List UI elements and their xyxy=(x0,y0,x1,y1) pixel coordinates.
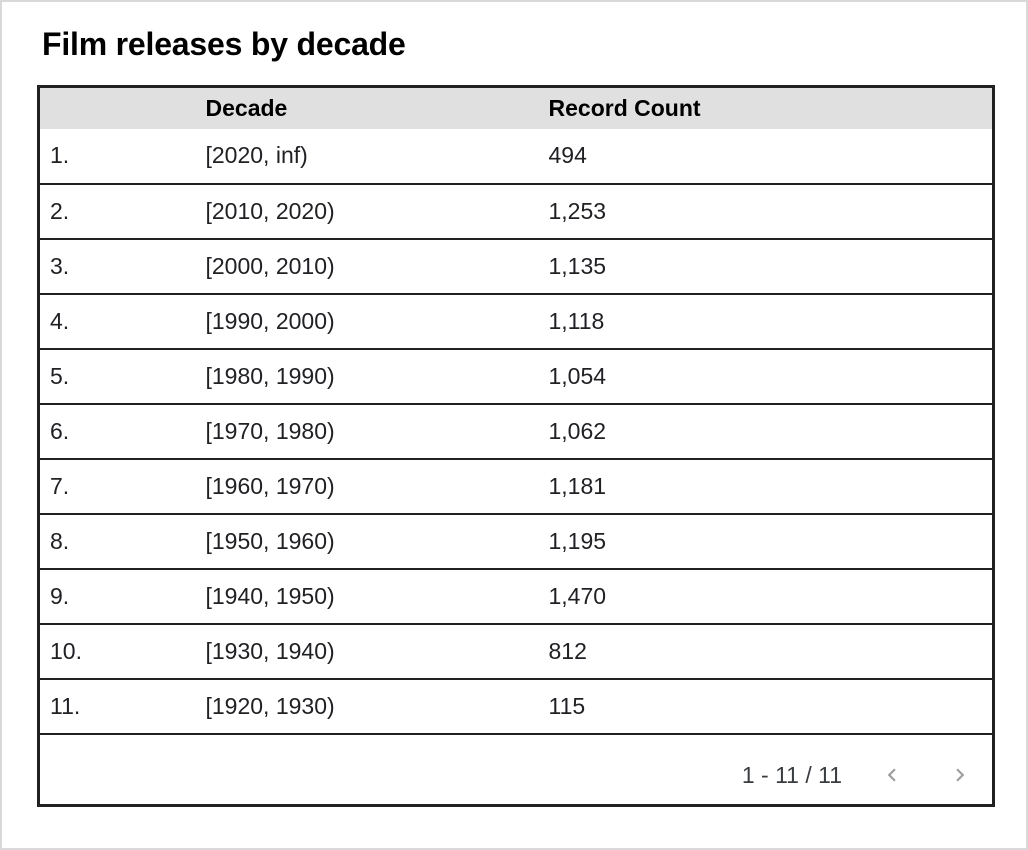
column-header-decade[interactable]: Decade xyxy=(205,86,549,129)
record-count-cell: 1,135 xyxy=(548,238,994,294)
table-row[interactable]: 3. [2000, 2010) 1,135 xyxy=(38,238,994,294)
table-row[interactable]: 11. [1920, 1930) 115 xyxy=(38,678,994,734)
chevron-right-icon xyxy=(947,762,973,788)
table-row[interactable]: 10. [1930, 1940) 812 xyxy=(38,623,994,679)
decade-cell: [1980, 1990) xyxy=(205,348,549,404)
decade-cell: [2020, inf) xyxy=(205,128,549,184)
record-count-cell: 1,470 xyxy=(548,568,994,624)
column-header-record-count[interactable]: Record Count xyxy=(548,86,994,129)
column-header-index xyxy=(38,86,206,129)
row-index: 4. xyxy=(38,293,206,349)
decade-cell: [2010, 2020) xyxy=(205,183,549,239)
table-row[interactable]: 7. [1960, 1970) 1,181 xyxy=(38,458,994,514)
chevron-left-icon xyxy=(879,762,905,788)
row-index: 9. xyxy=(38,568,206,624)
pagination-range-label: 1 - 11 / 11 xyxy=(741,761,842,788)
table-chart: Decade Record Count 1. [2020, inf) 494 2… xyxy=(37,85,995,807)
table-row[interactable]: 8. [1950, 1960) 1,195 xyxy=(38,513,994,569)
decade-cell: [1950, 1960) xyxy=(205,513,549,569)
pagination: 1 - 11 / 11 xyxy=(40,749,992,789)
record-count-cell: 1,054 xyxy=(548,348,994,404)
row-index: 3. xyxy=(38,238,206,294)
table-row[interactable]: 6. [1970, 1980) 1,062 xyxy=(38,403,994,459)
row-index: 10. xyxy=(38,623,206,679)
table-row[interactable]: 4. [1990, 2000) 1,118 xyxy=(38,293,994,349)
table-footer-row: 1 - 11 / 11 xyxy=(38,733,994,806)
record-count-cell: 1,253 xyxy=(548,183,994,239)
record-count-cell: 1,181 xyxy=(548,458,994,514)
row-index: 1. xyxy=(38,128,206,184)
record-count-cell: 812 xyxy=(548,623,994,679)
decade-cell: [1940, 1950) xyxy=(205,568,549,624)
row-index: 6. xyxy=(38,403,206,459)
pagination-prev-button[interactable] xyxy=(878,761,906,789)
decade-cell: [1960, 1970) xyxy=(205,458,549,514)
data-table: Decade Record Count 1. [2020, inf) 494 2… xyxy=(37,85,995,807)
decade-cell: [1970, 1980) xyxy=(205,403,549,459)
decade-cell: [1990, 2000) xyxy=(205,293,549,349)
table-row[interactable]: 9. [1940, 1950) 1,470 xyxy=(38,568,994,624)
record-count-cell: 1,195 xyxy=(548,513,994,569)
record-count-cell: 494 xyxy=(548,128,994,184)
table-row[interactable]: 5. [1980, 1990) 1,054 xyxy=(38,348,994,404)
decade-cell: [2000, 2010) xyxy=(205,238,549,294)
decade-cell: [1920, 1930) xyxy=(205,678,549,734)
row-index: 11. xyxy=(38,678,206,734)
table-row[interactable]: 2. [2010, 2020) 1,253 xyxy=(38,183,994,239)
record-count-cell: 115 xyxy=(548,678,994,734)
row-index: 8. xyxy=(38,513,206,569)
row-index: 2. xyxy=(38,183,206,239)
record-count-cell: 1,118 xyxy=(548,293,994,349)
decade-cell: [1930, 1940) xyxy=(205,623,549,679)
row-index: 7. xyxy=(38,458,206,514)
record-count-cell: 1,062 xyxy=(548,403,994,459)
table-row[interactable]: 1. [2020, inf) 494 xyxy=(38,128,994,184)
pagination-next-button[interactable] xyxy=(946,761,974,789)
table-header-row: Decade Record Count xyxy=(38,86,994,129)
chart-title: Film releases by decade xyxy=(42,26,406,62)
row-index: 5. xyxy=(38,348,206,404)
